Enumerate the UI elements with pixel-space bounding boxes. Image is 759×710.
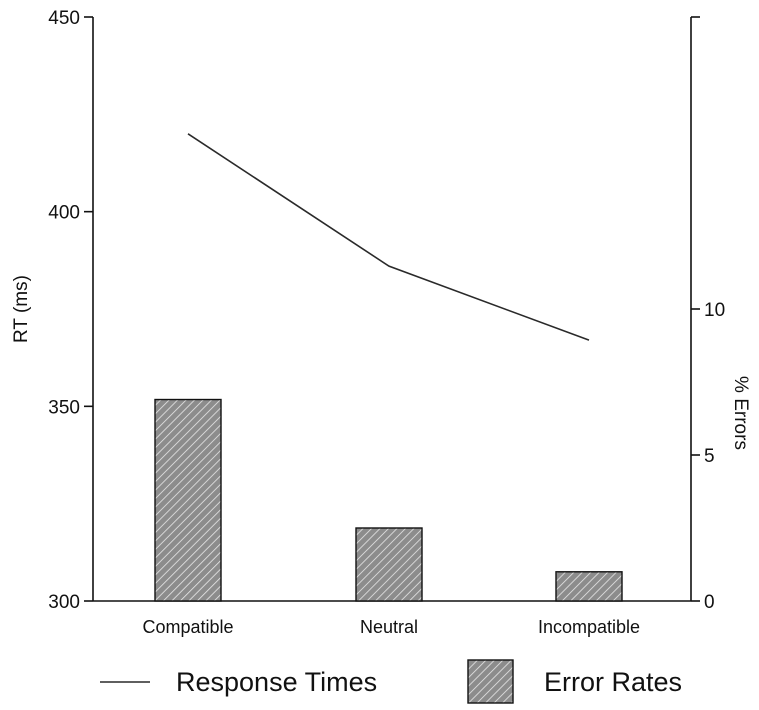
y2-tick-label: 5 bbox=[704, 446, 715, 467]
y-tick-label: 300 bbox=[48, 592, 80, 613]
y-tick-label: 350 bbox=[48, 397, 80, 418]
error-rate-bar bbox=[154, 398, 222, 602]
y-tick-label: 400 bbox=[48, 203, 80, 224]
response-time-line bbox=[187, 133, 590, 341]
legend-label-error-rates: Error Rates bbox=[544, 667, 682, 697]
legend: Response Times Error Rates bbox=[100, 659, 682, 704]
y2-tick-label: 10 bbox=[704, 300, 725, 321]
legend-label-response-times: Response Times bbox=[176, 667, 377, 697]
category-labels: Compatible Neutral Incompatible bbox=[142, 617, 640, 637]
left-ticks: 300 350 400 450 bbox=[48, 8, 93, 613]
y2-tick-label: 0 bbox=[704, 592, 715, 613]
line-series bbox=[187, 133, 590, 341]
error-rate-bar bbox=[355, 527, 423, 602]
y-axis-title: RT (ms) bbox=[11, 275, 32, 343]
bars bbox=[154, 398, 623, 602]
x-category-label: Incompatible bbox=[538, 617, 640, 637]
x-category-label: Neutral bbox=[360, 617, 418, 637]
error-rate-bar bbox=[555, 571, 623, 602]
x-category-label: Compatible bbox=[142, 617, 233, 637]
right-ticks: 0 5 10 bbox=[691, 16, 725, 613]
y-tick-label: 450 bbox=[48, 8, 80, 29]
y2-axis-title: % Errors bbox=[730, 376, 751, 450]
legend-bar-swatch bbox=[467, 659, 514, 704]
